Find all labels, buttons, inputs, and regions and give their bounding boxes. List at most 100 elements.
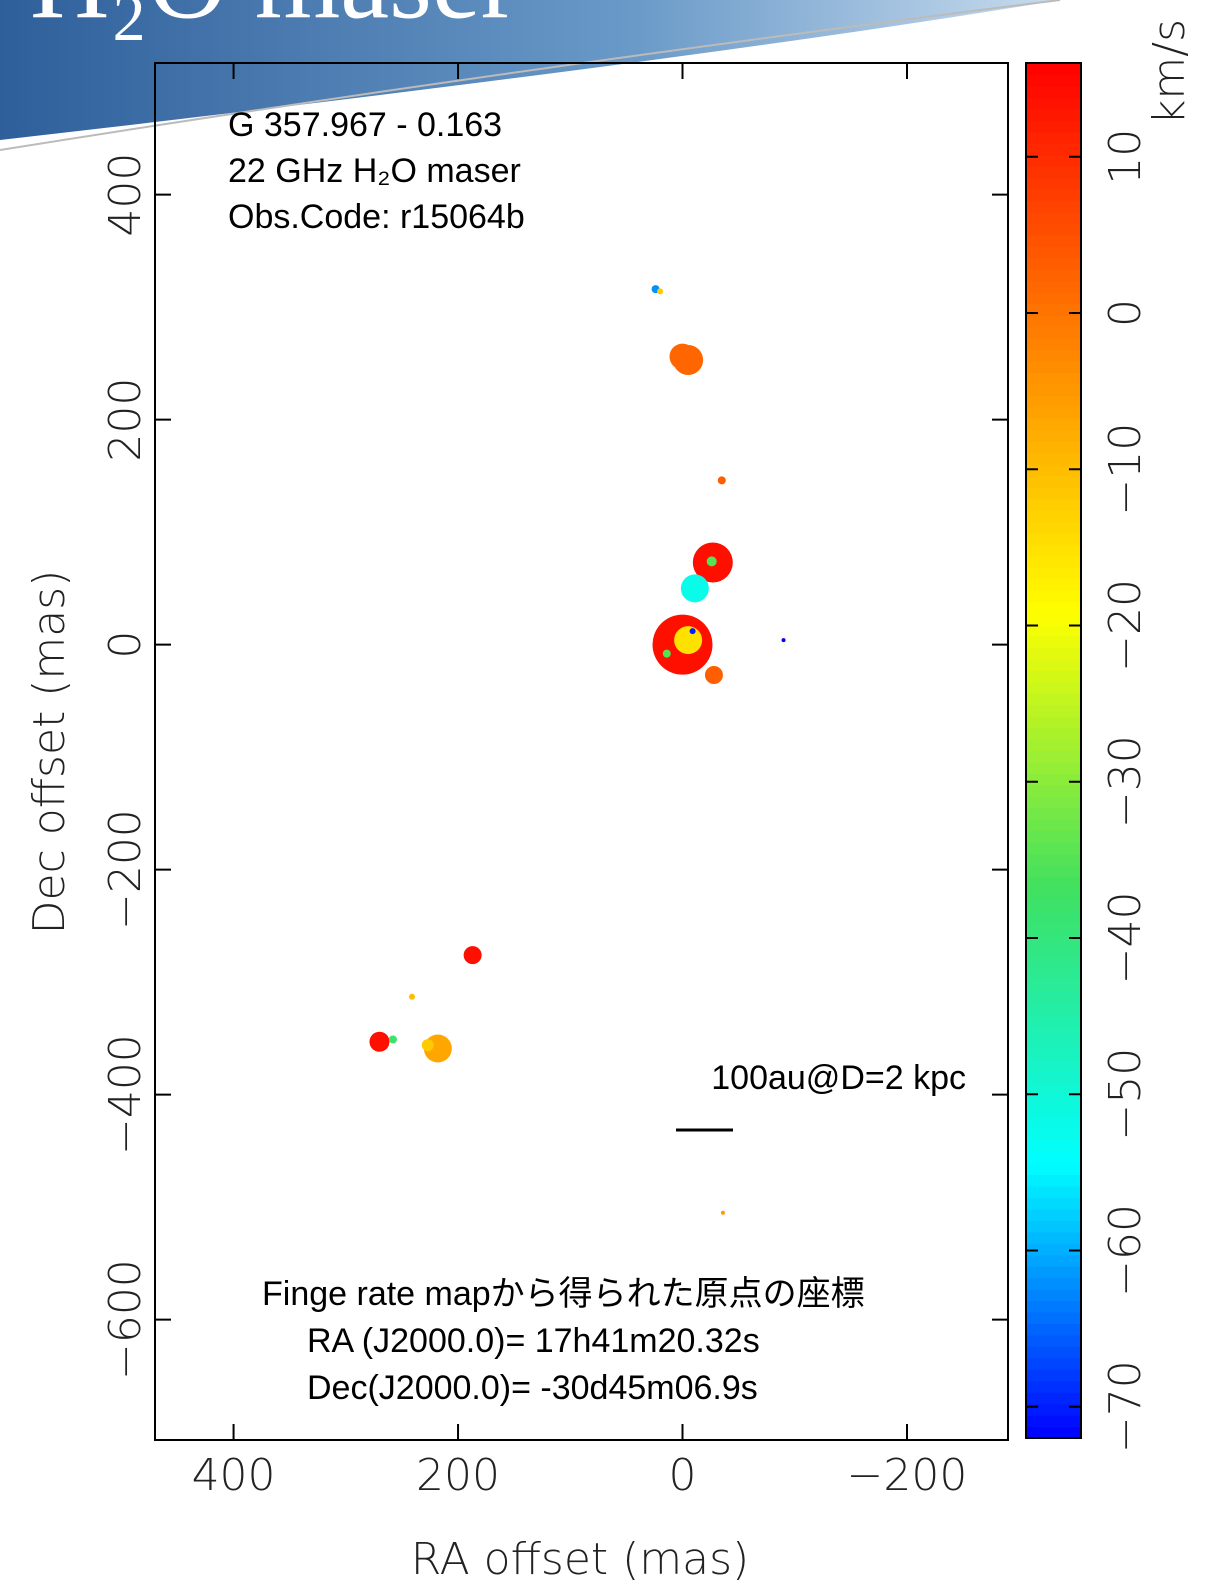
x-tick-label: 0 [669, 1450, 697, 1501]
colorbar-segment [1026, 704, 1081, 717]
colorbar-tick-label: −40 [1100, 892, 1151, 985]
colorbar-segment [1026, 727, 1081, 740]
colorbar-segment [1026, 1415, 1081, 1428]
colorbar-segment [1026, 1140, 1081, 1153]
plot-frame [154, 62, 1009, 1441]
colorbar-tick-label: −70 [1100, 1360, 1151, 1453]
colorbar-segment [1026, 613, 1081, 626]
colorbar-segment [1026, 498, 1081, 511]
colorbar-segment [1026, 1289, 1081, 1302]
colorbar-tick-label: −60 [1100, 1204, 1151, 1297]
colorbar-segment [1026, 360, 1081, 373]
note: RA (J2000.0)= 17h41m20.32s [307, 1322, 760, 1360]
colorbar-segment [1026, 1036, 1081, 1050]
colorbar-segment [1026, 280, 1081, 293]
colorbar-segment [1026, 441, 1081, 454]
x-axis-label: RA offset (mas) [411, 1534, 749, 1585]
colorbar-segment [1026, 670, 1081, 683]
colorbar-segment [1026, 509, 1081, 522]
colorbar-segment [1026, 177, 1081, 190]
colorbar-segment [1026, 544, 1081, 557]
maser-spot [657, 288, 664, 295]
colorbar-segment [1026, 658, 1081, 671]
scale-label: 100au@D=2 kpc [711, 1059, 966, 1097]
colorbar-segment [1026, 773, 1081, 786]
note: Dec(J2000.0)= -30d45m06.9s [307, 1369, 758, 1407]
maser-spot [717, 476, 726, 485]
colorbar-segment [1026, 1369, 1081, 1382]
header-line [0, 0, 1061, 151]
colorbar-segment [1026, 257, 1081, 270]
y-tick-label: 0 [100, 631, 151, 659]
colorbar-segment [1026, 842, 1081, 855]
colorbar-segment [1026, 315, 1081, 328]
colorbar-segment [1026, 475, 1081, 488]
colorbar-segment [1026, 876, 1081, 889]
colorbar-segment [1026, 349, 1081, 362]
colorbar-segment [1026, 601, 1081, 614]
colorbar-segment [1026, 693, 1081, 706]
colorbar-segment [1026, 429, 1081, 442]
maser-spot [463, 946, 482, 965]
y-tick-label: 400 [100, 153, 151, 237]
colorbar-segment [1026, 1243, 1081, 1256]
colorbar-segment [1026, 1002, 1081, 1015]
maser-spot [662, 649, 671, 658]
maser-spot [409, 993, 416, 1000]
colorbar-segment [1026, 108, 1081, 121]
colorbar-segment [1026, 1014, 1081, 1027]
colorbar-tick-label: −10 [1100, 423, 1151, 516]
colorbar-segment [1026, 1174, 1081, 1187]
colorbar-segment [1026, 189, 1081, 202]
colorbar-segment [1026, 74, 1081, 87]
colorbar-segment [1026, 945, 1081, 958]
colorbar-segment [1026, 1117, 1081, 1130]
colorbar-segment [1026, 1048, 1081, 1061]
maser-spot [704, 666, 723, 684]
colorbar-segment [1026, 784, 1081, 797]
note: Finge rate mapから得られた原点の座標 [262, 1275, 865, 1313]
colorbar-segment [1026, 269, 1081, 282]
colorbar-segment [1026, 1323, 1081, 1336]
colorbar-segment [1026, 1277, 1081, 1290]
annotation: Obs.Code: r15064b [228, 198, 525, 236]
colorbar-segment [1026, 1392, 1081, 1405]
colorbar-segment [1026, 910, 1081, 923]
colorbar-segment [1026, 303, 1081, 316]
colorbar-segment [1026, 1380, 1081, 1393]
colorbar-segment [1026, 647, 1081, 660]
y-axis-label: Dec offset (mas) [24, 570, 75, 935]
colorbar-segment [1026, 63, 1081, 76]
colorbar-segment [1026, 246, 1081, 259]
colorbar-segment [1026, 120, 1081, 133]
colorbar-segment [1026, 1151, 1081, 1164]
colorbar-segment [1026, 1208, 1081, 1221]
colorbar-segment [1026, 338, 1081, 351]
maser-spot [781, 638, 786, 643]
colorbar-segment [1026, 716, 1081, 729]
colorbar-segment [1026, 223, 1081, 236]
colorbar-segment [1026, 1025, 1081, 1038]
y-tick-label: −600 [100, 1259, 151, 1380]
colorbar-segment [1026, 1357, 1081, 1370]
colorbar-segment [1026, 1266, 1081, 1279]
colorbar-segment [1026, 406, 1081, 419]
colorbar-segment [1026, 578, 1081, 591]
colorbar-segment [1026, 131, 1081, 144]
maser-spot [369, 1031, 390, 1052]
x-tick-label: 400 [192, 1450, 276, 1501]
colorbar-segment [1026, 1163, 1081, 1176]
colorbar-tick-label: 10 [1100, 129, 1151, 185]
colorbar-segment [1026, 200, 1081, 213]
colorbar-segment [1026, 922, 1081, 935]
colorbar-segment [1026, 1128, 1081, 1141]
colorbar-segment [1026, 761, 1081, 775]
colorbar-tick-label: 0 [1100, 299, 1151, 327]
maser-spot [388, 1035, 397, 1044]
maser-spot [421, 1039, 434, 1052]
colorbar-segment [1026, 1059, 1081, 1072]
colorbar-segment [1026, 567, 1081, 580]
colorbar-segment [1026, 807, 1081, 820]
colorbar-segment [1026, 326, 1081, 339]
y-tick-label: 200 [100, 378, 151, 462]
